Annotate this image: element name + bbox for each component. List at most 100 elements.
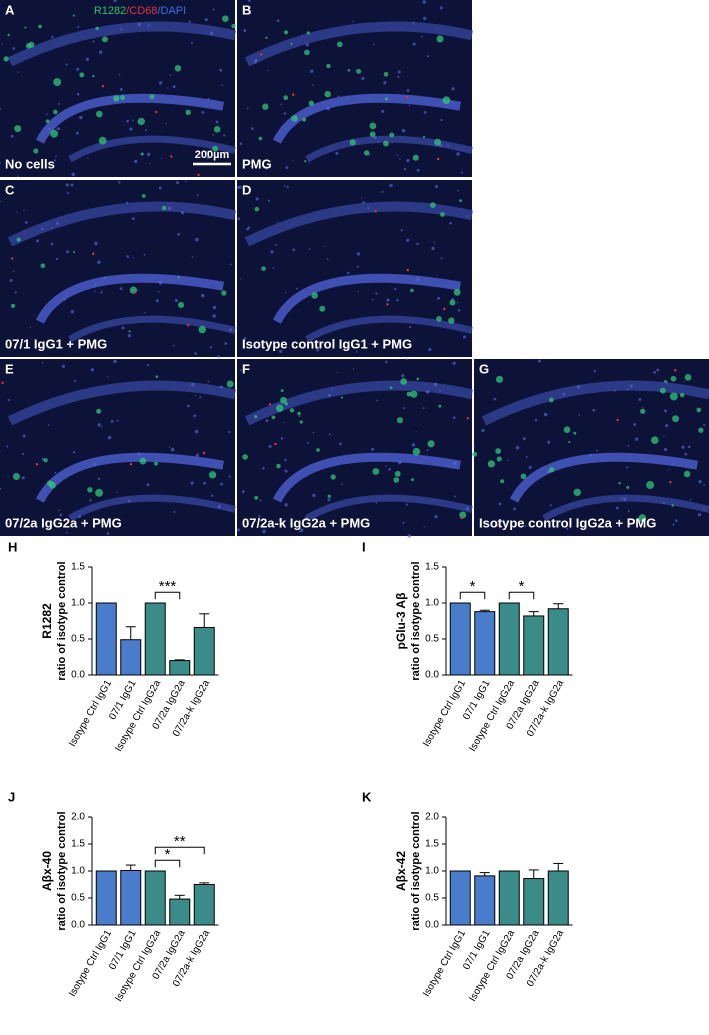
speckle <box>465 506 469 511</box>
speckle <box>627 444 630 447</box>
speckle <box>298 530 301 533</box>
speckle <box>528 465 532 470</box>
speckle <box>262 529 266 534</box>
microglia <box>669 480 672 484</box>
plaque <box>289 408 295 413</box>
plaque <box>226 380 234 388</box>
speckle <box>308 162 310 164</box>
speckle <box>236 528 240 532</box>
micrograph <box>472 359 709 536</box>
speckle <box>16 211 18 213</box>
speckle <box>196 194 199 197</box>
speckle <box>473 445 475 447</box>
speckle <box>401 374 405 378</box>
speckle <box>653 370 657 374</box>
speckle <box>249 12 252 15</box>
speckle <box>258 515 261 518</box>
plaque <box>177 276 180 279</box>
speckle <box>191 256 194 258</box>
speckle <box>195 453 200 457</box>
speckle <box>524 524 527 527</box>
speckle <box>249 7 251 9</box>
speckle <box>416 242 419 246</box>
plaque <box>372 468 380 475</box>
plaque <box>96 408 102 414</box>
speckle <box>308 248 311 250</box>
plaque <box>330 474 336 480</box>
stain-legend: R1282/CD68/DAPI <box>94 5 186 17</box>
speckle <box>0 108 2 111</box>
plaque <box>258 136 263 141</box>
speckle <box>51 227 53 229</box>
micrograph <box>237 0 474 177</box>
speckle <box>436 296 440 300</box>
speckle <box>453 461 457 465</box>
speckle <box>284 292 287 294</box>
speckle <box>456 152 460 156</box>
speckle <box>562 392 566 396</box>
speckle <box>119 28 123 31</box>
bar <box>95 870 117 926</box>
speckle <box>77 26 80 28</box>
error-bar <box>174 659 185 661</box>
plaque <box>327 494 331 498</box>
microglia <box>292 93 295 96</box>
speckle <box>85 57 90 61</box>
speckle <box>97 477 101 481</box>
speckle <box>165 122 168 125</box>
speckle <box>385 360 388 364</box>
speckle <box>428 347 432 352</box>
plaque <box>626 485 630 489</box>
microglia <box>268 402 272 406</box>
speckle <box>103 276 107 280</box>
plaque <box>53 78 62 87</box>
speckle <box>70 183 74 187</box>
plaque <box>427 440 435 448</box>
y-tick-label: 1.5 <box>425 839 439 850</box>
speckle <box>373 136 377 140</box>
speckle <box>101 518 104 522</box>
speckle <box>131 217 135 221</box>
speckle <box>697 513 702 517</box>
speckle <box>397 70 401 74</box>
speckle <box>253 59 258 63</box>
speckle <box>110 419 114 423</box>
panel-label: E <box>5 361 14 376</box>
speckle <box>698 480 702 484</box>
speckle <box>254 61 257 64</box>
speckle <box>280 103 282 106</box>
speckle <box>403 167 407 171</box>
plaque <box>290 42 293 45</box>
plaque <box>670 375 677 382</box>
speckle <box>627 388 629 391</box>
error-bar <box>553 603 564 609</box>
speckle <box>212 305 217 310</box>
speckle <box>262 467 265 470</box>
plaque <box>254 415 258 419</box>
y-axis-label: ratio of isotype control <box>56 811 68 930</box>
speckle <box>375 292 378 295</box>
speckle <box>457 189 459 192</box>
plaque <box>453 288 461 296</box>
plaque <box>496 456 502 462</box>
plaque <box>16 237 21 242</box>
tissue-band <box>244 380 474 426</box>
plaque <box>618 481 621 485</box>
plaque <box>459 199 463 203</box>
plaque <box>276 463 281 469</box>
speckle <box>589 453 593 457</box>
speckle <box>286 185 289 189</box>
speckle <box>304 296 307 298</box>
significance-bracket <box>154 591 181 600</box>
plaque <box>336 41 343 48</box>
plaque <box>79 72 85 78</box>
plaque <box>87 487 93 493</box>
speckle <box>493 397 497 401</box>
speckle <box>56 127 60 131</box>
plaque <box>40 263 46 269</box>
plaque <box>459 511 467 519</box>
speckle <box>460 171 463 174</box>
panel-label: F <box>242 361 250 376</box>
speckle <box>462 335 467 339</box>
speckle <box>58 509 60 512</box>
